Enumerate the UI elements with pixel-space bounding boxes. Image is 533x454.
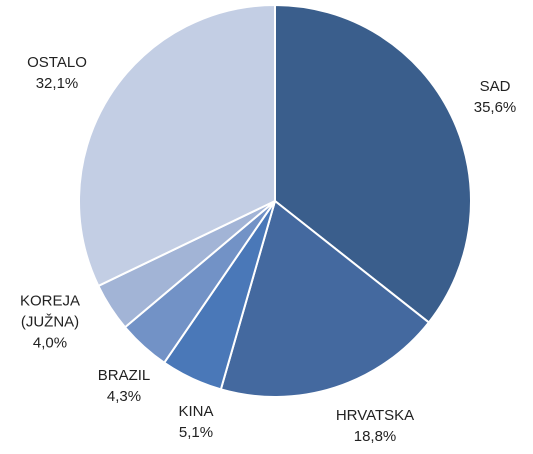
value-label: 32,1% [35, 75, 79, 92]
slice-label: KOREJA (JUŽNA) 4,0% [10, 291, 90, 354]
category: OSTALO [27, 54, 87, 71]
category: KOREJA (JUŽNA) [19, 292, 80, 331]
slice-label: KINA 5,1% [178, 401, 213, 443]
slice-label: HRVATSKA 18,8% [336, 405, 414, 447]
pie-slice [78, 3, 276, 288]
slice-label: SAD 35,6% [474, 76, 517, 118]
slice-label: OSTALO 32,1% [27, 52, 87, 94]
category: BRAZIL [97, 367, 151, 384]
pie-slice [219, 199, 431, 398]
category: HRVATSKA [335, 407, 415, 424]
value-label: 4,3% [106, 388, 142, 405]
category: SAD [479, 78, 511, 95]
value-label: 18,8% [353, 428, 397, 445]
value-label: 35,6% [473, 99, 517, 116]
value-label: 5,1% [178, 424, 214, 441]
value-label: 4,0% [32, 334, 68, 352]
category: KINA [178, 403, 214, 420]
slice-label: BRAZIL 4,3% [98, 365, 151, 407]
pie-slice [274, 3, 472, 324]
